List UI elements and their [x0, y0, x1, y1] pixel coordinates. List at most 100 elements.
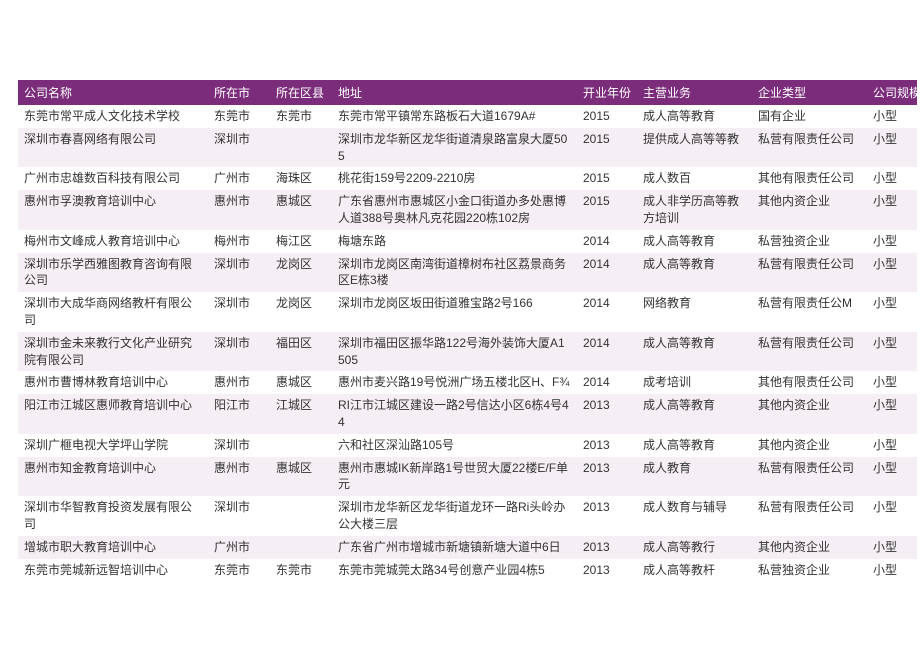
- cell-address: 深圳市龙华新区龙华街道清泉路富泉大厦505: [332, 128, 577, 168]
- cell-type: 其他有限责任公司: [752, 167, 867, 190]
- cell-year: 2015: [577, 128, 637, 168]
- cell-type: 国有企业: [752, 105, 867, 128]
- cell-district: 东莞市: [270, 559, 332, 582]
- cell-type: 其他内资企业: [752, 434, 867, 457]
- cell-name: 东莞市常平成人文化技术学校: [18, 105, 208, 128]
- cell-size: 小型: [867, 371, 917, 394]
- cell-business: 成人高等教杆: [637, 559, 752, 582]
- cell-city: 惠州市: [208, 190, 270, 230]
- cell-business: 成人数育与辅导: [637, 496, 752, 536]
- cell-year: 2014: [577, 332, 637, 372]
- cell-address: 广东省广州市增城市新塘镇新塘大道中6日: [332, 536, 577, 559]
- cell-size: 小型: [867, 105, 917, 128]
- cell-size: 小型: [867, 332, 917, 372]
- cell-name: 梅州市文峰成人教育培训中心: [18, 230, 208, 253]
- cell-address: 深圳市龙华新区龙华街道龙环一路Ri头岭办公大楼三层: [332, 496, 577, 536]
- cell-business: 成人高等教育: [637, 434, 752, 457]
- table-row: 深圳市金未来教行文化产业研究院有限公司深圳市福田区深圳市福田区振华路122号海外…: [18, 332, 917, 372]
- cell-type: 私营有限责任公M: [752, 292, 867, 332]
- cell-business: 成人非学历高等教方培训: [637, 190, 752, 230]
- cell-district: [270, 536, 332, 559]
- cell-business: 成人数百: [637, 167, 752, 190]
- table-row: 深圳市华智教育投资发展有限公司深圳市 深圳市龙华新区龙华街道龙环一路Ri头岭办公大…: [18, 496, 917, 536]
- cell-name: 深圳广榧电视大学坪山学院: [18, 434, 208, 457]
- col-type: 企业类型: [752, 80, 867, 105]
- col-biz: 主营业务: [637, 80, 752, 105]
- cell-size: 小型: [867, 190, 917, 230]
- cell-type: 其他内资企业: [752, 190, 867, 230]
- cell-type: 私营有限责任公司: [752, 128, 867, 168]
- cell-name: 增城市职大教育培训中心: [18, 536, 208, 559]
- cell-district: 江城区: [270, 394, 332, 434]
- cell-district: 梅江区: [270, 230, 332, 253]
- cell-size: 小型: [867, 128, 917, 168]
- cell-size: 小型: [867, 559, 917, 582]
- cell-size: 小型: [867, 434, 917, 457]
- cell-type: 其他内资企业: [752, 536, 867, 559]
- cell-year: 2015: [577, 105, 637, 128]
- table-row: 阳江市江城区惠师教育培训中心阳江市江城区RI江市江城区建设一路2号信达小区6栋4…: [18, 394, 917, 434]
- cell-business: 网络教育: [637, 292, 752, 332]
- table-row: 深圳市大成华商网络教杆有限公司深圳市龙岗区深圳市龙岗区坂田街道雅宝路2号1662…: [18, 292, 917, 332]
- col-city: 所在市: [208, 80, 270, 105]
- cell-type: 私营独资企业: [752, 559, 867, 582]
- cell-size: 小型: [867, 253, 917, 293]
- cell-name: 广州市忠雄数百科技有限公司: [18, 167, 208, 190]
- cell-size: 小型: [867, 167, 917, 190]
- cell-business: 成人教育: [637, 457, 752, 497]
- col-addr: 地址: [332, 80, 577, 105]
- cell-year: 2013: [577, 457, 637, 497]
- cell-address: 惠州市麦兴路19号悦洲广场五楼北区H、F¾: [332, 371, 577, 394]
- table-row: 惠州市知金教育培训中心惠州市惠城区惠州市惠城IK新岸路1号世贸大厦22楼E/F单…: [18, 457, 917, 497]
- cell-city: 深圳市: [208, 434, 270, 457]
- cell-name: 深圳市华智教育投资发展有限公司: [18, 496, 208, 536]
- col-size: 公司规模: [867, 80, 917, 105]
- col-year: 开业年份: [577, 80, 637, 105]
- cell-type: 私营有限责任公司: [752, 496, 867, 536]
- cell-district: [270, 128, 332, 168]
- cell-district: 福田区: [270, 332, 332, 372]
- cell-business: 成人高等教育: [637, 394, 752, 434]
- cell-size: 小型: [867, 230, 917, 253]
- cell-name: 深圳市大成华商网络教杆有限公司: [18, 292, 208, 332]
- table-row: 增城市职大教育培训中心广州市广东省广州市增城市新塘镇新塘大道中6日2013成人高…: [18, 536, 917, 559]
- cell-city: 深圳市: [208, 496, 270, 536]
- cell-business: 提供成人高等等教: [637, 128, 752, 168]
- cell-district: 东莞市: [270, 105, 332, 128]
- cell-city: 东莞市: [208, 105, 270, 128]
- company-table: 公司名称 所在市 所在区县 地址 开业年份 主营业务 企业类型 公司规模 东莞市…: [18, 80, 917, 581]
- cell-address: 广东省惠州市惠城区小金口街道办多处惠博人道388号奥林凡克花园220栋102房: [332, 190, 577, 230]
- table-row: 惠州市曹博林教育培训中心惠州市惠城区惠州市麦兴路19号悦洲广场五楼北区H、F¾2…: [18, 371, 917, 394]
- cell-name: 惠州市知金教育培训中心: [18, 457, 208, 497]
- header-row: 公司名称 所在市 所在区县 地址 开业年份 主营业务 企业类型 公司规模: [18, 80, 917, 105]
- table-row: 东莞市常平成人文化技术学校东莞市东莞市东莞市常平镇常东路板石大道1679A#20…: [18, 105, 917, 128]
- cell-address: 东莞市常平镇常东路板石大道1679A#: [332, 105, 577, 128]
- cell-district: 海珠区: [270, 167, 332, 190]
- cell-year: 2013: [577, 434, 637, 457]
- cell-year: 2014: [577, 371, 637, 394]
- cell-city: 广州市: [208, 167, 270, 190]
- table-row: 惠州市孚澳教育培训中心惠州市惠城区广东省惠州市惠城区小金口街道办多处惠博人道38…: [18, 190, 917, 230]
- cell-address: 东莞市莞城莞太路34号创意产业园4栋5: [332, 559, 577, 582]
- cell-city: 惠州市: [208, 371, 270, 394]
- cell-name: 惠州市孚澳教育培训中心: [18, 190, 208, 230]
- cell-address: 桃花街159号2209-2210房: [332, 167, 577, 190]
- cell-city: 梅州市: [208, 230, 270, 253]
- cell-address: 六和社区深汕路105号: [332, 434, 577, 457]
- table-row: 深圳市春喜网络有限公司深圳市深圳市龙华新区龙华街道清泉路富泉大厦5052015提…: [18, 128, 917, 168]
- cell-address: 深圳市福田区振华路122号海外装饰大厦A1505: [332, 332, 577, 372]
- cell-year: 2013: [577, 559, 637, 582]
- cell-address: 深圳市龙岗区南湾街道樟树布社区荔景商务区E栋3楼: [332, 253, 577, 293]
- cell-business: 成考培训: [637, 371, 752, 394]
- cell-address: 深圳市龙岗区坂田街道雅宝路2号166: [332, 292, 577, 332]
- cell-size: 小型: [867, 457, 917, 497]
- cell-city: 惠州市: [208, 457, 270, 497]
- cell-city: 东莞市: [208, 559, 270, 582]
- cell-size: 小型: [867, 536, 917, 559]
- cell-business: 成人高等教行: [637, 536, 752, 559]
- cell-district: [270, 434, 332, 457]
- cell-name: 深圳市春喜网络有限公司: [18, 128, 208, 168]
- cell-district: 惠城区: [270, 371, 332, 394]
- cell-type: 其他有限责任公司: [752, 371, 867, 394]
- table-body: 东莞市常平成人文化技术学校东莞市东莞市东莞市常平镇常东路板石大道1679A#20…: [18, 105, 917, 581]
